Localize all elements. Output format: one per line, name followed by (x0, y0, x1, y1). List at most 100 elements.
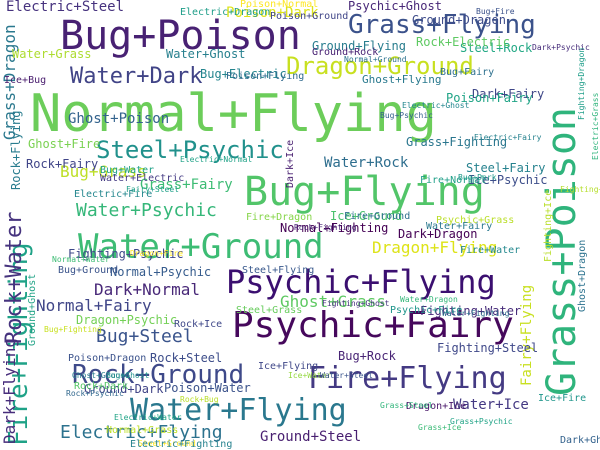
cloud-word: Psychic+Flying (226, 263, 496, 301)
cloud-word: Water+Flying (130, 393, 347, 428)
cloud-word: Poison+Fairy (446, 91, 533, 105)
cloud-word: Water+Ground (78, 227, 324, 267)
cloud-word: Fighting+Ghost (322, 299, 390, 308)
cloud-word: Bug+Ground (58, 265, 119, 276)
cloud-word: Dragon+Flying (372, 238, 498, 257)
cloud-word: Steel+Ground (138, 439, 196, 448)
cloud-word: Poison+Normal (240, 0, 319, 10)
cloud-word: Fire+Ground (344, 211, 411, 222)
cloud-word: Electric+Ghost (402, 101, 470, 110)
cloud-word: Dragon+Ice (406, 401, 467, 412)
cloud-word: Fighting+Dragon (577, 47, 586, 120)
cloud-word: Water+Ghost (166, 47, 246, 61)
cloud-word: Grass+Fighting (406, 135, 508, 149)
cloud-word: Rock+Dark (74, 381, 129, 392)
cloud-word: Fighting+Water (420, 304, 522, 318)
cloud-word: Poison+Dark (226, 5, 319, 21)
cloud-word: Bug+Water (100, 165, 155, 176)
cloud-word: Rock+Ice (174, 319, 223, 330)
cloud-word: Ground+Ghost (27, 273, 38, 346)
cloud-word: Fire+Normal (420, 175, 487, 186)
cloud-word: Ice+Bug (4, 75, 47, 86)
cloud-word: Bug+Dark (458, 173, 497, 182)
cloud-word: Fighting+Steel (437, 341, 539, 355)
cloud-word: Dragon+Ground (286, 52, 474, 80)
cloud-word: Fire+Flying (308, 361, 507, 396)
cloud-word: Ghost+Flying (362, 73, 442, 86)
cloud-word: Fairy+Steel (126, 185, 179, 194)
cloud-word: Water+Fairy (426, 221, 493, 232)
cloud-word: Electric+Grass (591, 92, 600, 160)
cloud-word: Poison+Dragon (68, 353, 147, 364)
cloud-word: Fighting+Psychic (68, 247, 184, 261)
cloud-word: Normal+Grass (106, 425, 179, 436)
cloud-word: Dark+Ghost (560, 435, 600, 446)
cloud-word: Rock+Ground (72, 360, 245, 390)
cloud-word: Psychic+Fairy (232, 305, 514, 346)
cloud-word: Water+Psychic (76, 200, 217, 221)
cloud-word: Ice+Flying (258, 361, 319, 372)
cloud-word: Ghost+Ground (72, 371, 130, 380)
cloud-word: Dark+Fairy (472, 87, 545, 101)
cloud-word: Normal+Psychic (110, 265, 212, 279)
cloud-word: Fighting+Ice (543, 189, 554, 262)
cloud-word: Grass+Flying (348, 10, 536, 40)
cloud-word: Poison+Ground (270, 11, 349, 22)
cloud-word: Bug+Flying (244, 169, 485, 215)
cloud-word: Ghost+Poison (68, 111, 170, 127)
cloud-word: Normal+Flying (30, 84, 437, 144)
cloud-word: Grass+Steel (380, 401, 433, 410)
cloud-word: Normal+Fairy (36, 296, 152, 315)
cloud-word: Ground+Dark (84, 382, 164, 396)
cloud-word: Bug+Poison (60, 13, 301, 59)
cloud-word: Psychic+Fire (390, 305, 463, 316)
cloud-word: Steel+Grass (236, 305, 303, 316)
cloud-word: Bug+Fairy (440, 67, 495, 78)
cloud-word: Ground+Steel (260, 429, 362, 445)
cloud-word: Electric+Fairy (474, 133, 542, 142)
cloud-word: Dark+Dragon (398, 227, 478, 241)
cloud-word: Water+Dark (70, 64, 203, 89)
cloud-word: Bug+Psychic (380, 111, 433, 120)
cloud-word: Ground+Dragon (412, 13, 506, 27)
cloud-word: Psychic+Grass (436, 215, 515, 226)
cloud-word: Bug+Rock (338, 349, 396, 363)
cloud-word: Rock+Water (2, 211, 27, 344)
cloud-word: Bug+Fire (476, 7, 515, 16)
cloud-word: Electric+Normal (180, 155, 253, 164)
cloud-word: Fire+Dragon (246, 212, 313, 223)
cloud-word: Ice+Psychic (468, 173, 548, 187)
cloud-word: Fire+Water (460, 245, 521, 256)
cloud-word: Electric+Dragon (180, 7, 271, 18)
cloud-word: Rock+Electric (416, 35, 510, 49)
cloud-word: Steel+Fairy (466, 161, 546, 175)
cloud-word: Rock+Steel (150, 351, 223, 365)
cloud-word: Electric+Water (114, 413, 182, 422)
cloud-word: Rock+Bug (180, 395, 219, 404)
cloud-word: Dark+Flying (0, 338, 19, 444)
cloud-word: Ice+Fire (538, 393, 587, 404)
cloud-word: Electric+Fighting (130, 439, 233, 450)
cloud-word: Bug+Electric (200, 67, 287, 81)
cloud-word: Ghost+Fire (28, 137, 101, 151)
cloud-word: Water+Dragon (400, 295, 458, 304)
cloud-word: Normal+Ground (344, 55, 407, 64)
cloud-word: Water+Electric (100, 173, 185, 184)
cloud-word: Fighting+Dark (560, 185, 600, 194)
cloud-word: Fairy+Flying (519, 284, 535, 386)
cloud-word: Bug+Ghost (106, 371, 150, 380)
cloud-word: Electric+Fire (74, 189, 153, 200)
cloud-word: Bug+Steel (96, 326, 194, 347)
cloud-word: Ghost+Grass (280, 292, 386, 311)
cloud-word: Rock+Fairy (26, 157, 99, 171)
cloud-word: Water+Steel (320, 371, 373, 380)
cloud-word: Steel+Flying (242, 265, 315, 276)
cloud-word: Bug+Grass (60, 162, 147, 181)
cloud-word: Ground+Flying (312, 39, 406, 53)
cloud-word: Grass+Psychic (450, 417, 513, 426)
cloud-word: Ghost+Dragon (577, 239, 588, 312)
cloud-word: Rock+Psychic (66, 389, 124, 398)
cloud-word: Poison+Water (164, 381, 251, 395)
cloud-word: Normal+Fighting (280, 221, 389, 235)
